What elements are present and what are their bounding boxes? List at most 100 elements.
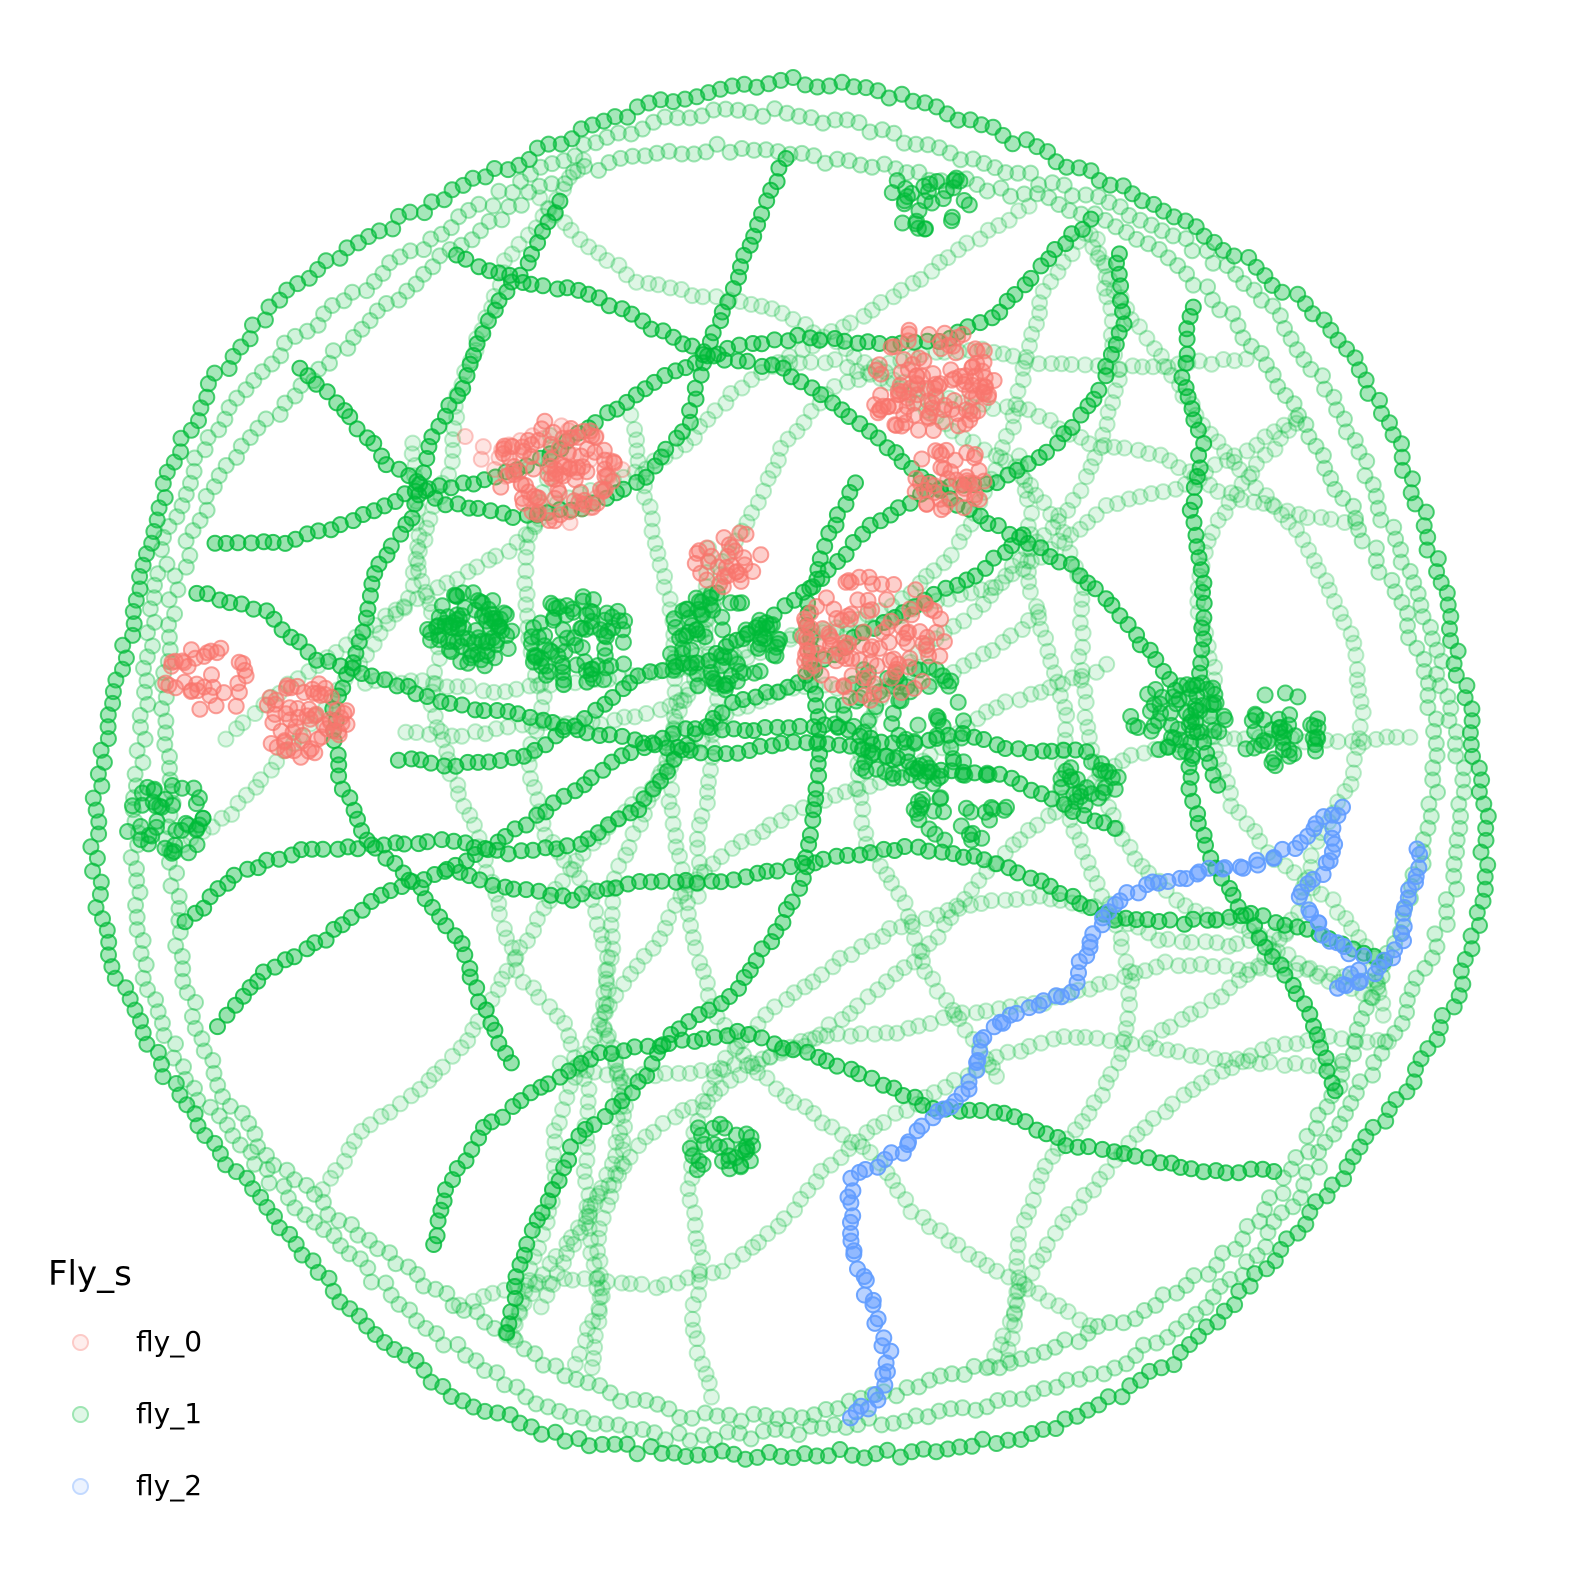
- fly-1-point: [180, 844, 197, 862]
- fly-1-point: [1235, 275, 1253, 292]
- fly-1-point: [701, 1445, 719, 1463]
- fly-0-point: [934, 413, 951, 431]
- fly-1-point: [309, 316, 327, 334]
- fly-1-point: [1050, 507, 1068, 525]
- fly-1-point: [1135, 1302, 1153, 1319]
- fly-1-point: [665, 1444, 683, 1462]
- fly-1-point: [349, 1226, 367, 1244]
- fly-1-point: [190, 816, 208, 834]
- fly-0-point: [699, 552, 717, 570]
- fly-1-point: [271, 405, 289, 423]
- fly-1-point: [604, 1039, 622, 1057]
- fly-1-point: [164, 796, 181, 814]
- fly-1-point: [496, 1376, 513, 1394]
- fly-1-point: [286, 327, 304, 345]
- fly-1-point: [910, 1378, 928, 1396]
- fly-1-point: [1401, 562, 1419, 580]
- fly-1-point: [673, 145, 691, 163]
- fly-1-point: [708, 1407, 726, 1425]
- fly-1-point: [1182, 1046, 1200, 1064]
- fly-1-point: [614, 1141, 632, 1159]
- fly-1-point: [418, 450, 436, 467]
- fly-1-point: [486, 160, 503, 177]
- fly-1-point: [816, 154, 834, 172]
- fly-1-point: [1437, 891, 1455, 909]
- fly-1-point: [634, 120, 651, 138]
- fly-0-point: [975, 472, 993, 490]
- fly-1-point: [1433, 1007, 1451, 1024]
- fly-1-point: [276, 394, 294, 412]
- fly-1-point: [1248, 436, 1266, 454]
- fly-1-point: [899, 908, 917, 925]
- fly-1-point: [173, 497, 191, 515]
- fly-1-point: [170, 912, 188, 929]
- fly-1-point: [276, 334, 293, 352]
- fly-1-point: [963, 1437, 981, 1455]
- fly-1-point: [1356, 467, 1374, 485]
- fly-1-point: [545, 609, 563, 627]
- fly-0-point: [935, 633, 953, 651]
- fly-1-point: [521, 677, 539, 695]
- fly-1-point: [610, 1166, 628, 1184]
- fly-1-point: [1452, 807, 1470, 825]
- fly-1-point: [540, 1274, 558, 1292]
- fly-1-point: [1288, 341, 1306, 359]
- fly-1-point: [389, 751, 407, 769]
- fly-1-point: [1351, 1073, 1369, 1091]
- fly-1-point: [160, 616, 178, 634]
- fly-1-point: [816, 354, 834, 372]
- fly-1-point: [754, 107, 772, 125]
- fly-1-point: [1415, 650, 1433, 668]
- fly-1-point: [681, 109, 699, 127]
- fly-1-point: [987, 1048, 1005, 1066]
- fly-1-point: [669, 1274, 687, 1292]
- fly-1-point: [661, 697, 679, 715]
- fly-0-point: [264, 714, 282, 732]
- fly-1-point: [1440, 712, 1458, 729]
- fly-1-point: [1454, 771, 1472, 789]
- fly-1-point: [683, 1310, 701, 1328]
- fly-1-point: [556, 1367, 574, 1385]
- fly-1-point: [1287, 410, 1305, 428]
- fly-1-point: [613, 1155, 631, 1173]
- fly-1-point: [916, 1088, 934, 1106]
- fly-1-point: [737, 621, 755, 639]
- fly-1-point: [1264, 366, 1282, 384]
- fly-1-point: [626, 708, 644, 726]
- fly-1-point: [286, 1171, 303, 1189]
- fly-1-point: [1101, 1314, 1118, 1332]
- fly-1-point: [928, 173, 946, 190]
- fly-0-point: [559, 421, 577, 439]
- fly-1-point: [757, 141, 775, 159]
- fly-1-point: [1442, 608, 1460, 625]
- fly-1-point: [345, 328, 362, 346]
- fly-1-point: [1218, 452, 1236, 469]
- fly-1-point: [1217, 1164, 1235, 1182]
- fly-1-point: [1005, 418, 1022, 436]
- fly-1-point: [875, 1114, 893, 1131]
- fly-1-point: [1022, 164, 1040, 182]
- fly-1-point: [612, 149, 629, 167]
- fly-1-point: [618, 1435, 636, 1453]
- fly-1-point: [438, 1285, 456, 1302]
- fly-1-point: [1309, 1106, 1327, 1124]
- fly-1-point: [1346, 431, 1364, 449]
- fly-1-point: [206, 364, 224, 382]
- fly-1-point: [909, 1095, 927, 1113]
- fly-0-point: [961, 411, 979, 429]
- fly-1-point: [220, 399, 238, 417]
- fly-1-point: [807, 1173, 825, 1191]
- fly-1-point: [149, 565, 167, 583]
- fly-1-point: [132, 718, 149, 736]
- fly-1-point: [1059, 501, 1077, 519]
- fly-0-point: [561, 514, 579, 532]
- fly-1-point: [1119, 1010, 1137, 1028]
- fly-1-point: [1257, 1238, 1275, 1256]
- fly-1-point: [1393, 593, 1411, 611]
- fly-0-point: [490, 449, 508, 466]
- fly-1-point: [648, 144, 666, 162]
- fly-1-point: [626, 421, 644, 438]
- fly-1-point: [536, 627, 554, 644]
- fly-1-point: [1204, 254, 1222, 272]
- fly-1-point: [487, 720, 505, 738]
